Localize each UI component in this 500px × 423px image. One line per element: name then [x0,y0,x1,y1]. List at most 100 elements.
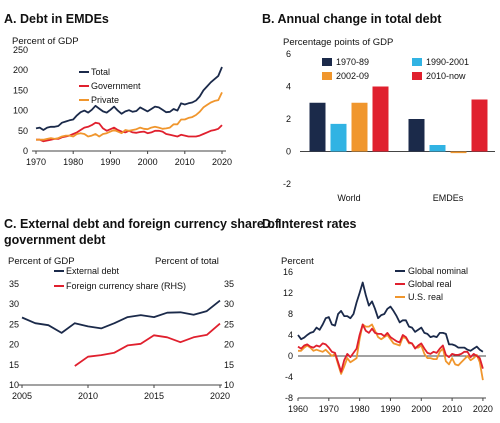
d-series-line-2 [298,323,484,381]
c-ytick-label-left: 35 [9,279,19,289]
a-xtick-label: 2020 [212,157,232,167]
a-xtick-label: 1970 [26,157,46,167]
a-series-line-0 [35,66,223,131]
d-legend-label-2: U.S. real [408,292,443,302]
d-xtick-label: 1970 [319,404,339,414]
c-legend-label-1: Foreign currency share (RHS) [66,281,186,291]
b-legend-swatch-0 [322,58,332,66]
panel-c-unit-right: Percent of total [155,256,219,267]
b-bar-0-3 [372,86,389,152]
c-series-line-0 [21,299,221,334]
c-xtick-label: 2020 [210,391,230,401]
d-xtick-label: 2000 [411,404,431,414]
panel-a-debt-in-emdes: A. Debt in EMDEs Percent of GDP 0 50 100 15… [4,12,232,167]
c-ytick-label-right: 35 [224,279,234,289]
c-ytick-label-left: 15 [9,360,19,370]
d-xtick-label: 2010 [442,404,462,414]
b-legend-label-3: 2010-now [426,71,466,81]
d-legend-label-0: Global nominal [408,266,468,276]
d-series-line-1 [297,323,484,373]
d-xtick-label: 1960 [288,404,308,414]
b-ytick-label: 6 [286,49,291,59]
a-xtick-label: 2010 [175,157,195,167]
d-ytick-label: -8 [285,393,293,403]
panel-b-annual-change: B. Annual change in total debt Percentag… [262,12,495,203]
c-series-line-1 [74,322,221,367]
a-xtick-label: 1990 [100,157,120,167]
c-ytick-label-left: 10 [9,380,19,390]
a-legend-label-0: Total [91,67,110,77]
a-legend-label-2: Private [91,95,119,105]
b-bar-0-1 [330,123,347,152]
d-ytick-label: 16 [283,267,293,277]
b-bar-0-0 [309,102,326,152]
a-series-line-1 [36,121,223,143]
d-xtick-label: 2020 [473,404,493,414]
panel-a-title: A. Debt in EMDEs [4,12,109,26]
panel-c-title-line1: C. External debt and foreign currency sh… [4,217,280,231]
a-ytick-label: 0 [23,146,28,156]
c-ytick-label-right: 25 [224,319,234,329]
d-legend-label-1: Global real [408,279,452,289]
d-ytick-label: -4 [285,372,293,382]
d-series-line-0 [297,281,484,353]
c-xtick-label: 2015 [144,391,164,401]
b-ytick-label: 4 [286,82,291,92]
b-bar-1-0 [408,119,425,152]
a-ytick-label: 150 [13,85,28,95]
d-xtick-label: 1990 [380,404,400,414]
c-ytick-label-right: 10 [224,380,234,390]
panel-b-title: B. Annual change in total debt [262,12,442,26]
a-series-line-2 [36,92,223,141]
b-legend-swatch-3 [412,72,422,80]
panel-d-interest-rates: D. Interest rates Percent -8 -4 0 4 8 12 16 196… [262,217,493,414]
b-legend-label-1: 1990-2001 [426,57,469,67]
b-category-label: EMDEs [433,193,464,203]
b-legend-swatch-2 [322,72,332,80]
panel-c-unit-left: Percent of GDP [8,256,75,267]
d-ytick-label: 12 [283,288,293,298]
c-legend-label-0: External debt [66,266,120,276]
d-xtick-label: 1980 [350,404,370,414]
b-ytick-label: 0 [286,147,291,157]
c-ytick-label-right: 20 [224,340,234,350]
c-ytick-label-right: 30 [224,299,234,309]
b-category-label: World [337,193,360,203]
d-ytick-label: 4 [288,330,293,340]
c-ytick-label-left: 30 [9,299,19,309]
panel-d-plot: -8 -4 0 4 8 12 16 1960 1970 1980 1990 2000 2010 2020 G… [283,266,493,414]
a-legend-label-1: Government [91,81,141,91]
b-ytick-label: 2 [286,114,291,124]
a-ytick-label: 50 [18,126,28,136]
d-ytick-label: 0 [288,351,293,361]
b-ytick-label: -2 [283,179,291,189]
a-ytick-label: 100 [13,106,28,116]
b-legend-label-2: 2002-09 [336,71,369,81]
panel-c-title-line2: government debt [4,233,106,247]
a-ytick-label: 200 [13,65,28,75]
b-bar-1-1 [429,145,446,152]
b-legend-swatch-1 [412,58,422,66]
b-bar-1-3 [471,99,488,152]
panel-d-unit-label: Percent [281,256,314,267]
panel-b-unit-label: Percentage points of GDP [283,37,393,48]
c-ytick-label-left: 20 [9,340,19,350]
b-bar-1-2 [450,151,467,154]
panel-a-plot: 0 50 100 150 200 250 1970 1980 1990 2000 2010 2020 T… [13,45,232,167]
b-legend-label-0: 1970-89 [336,57,369,67]
d-ytick-label: 8 [288,309,293,319]
c-xtick-label: 2010 [78,391,98,401]
a-ytick-label: 250 [13,45,28,55]
b-bar-0-2 [351,102,368,152]
c-ytick-label-right: 15 [224,360,234,370]
a-xtick-label: 1980 [63,157,83,167]
c-xtick-label: 2005 [12,391,32,401]
panel-d-title: D. Interest rates [262,217,357,231]
c-ytick-label-left: 25 [9,319,19,329]
a-xtick-label: 2000 [138,157,158,167]
panel-a-unit-label: Percent of GDP [12,36,79,47]
panel-b-plot: -2 0 2 4 6 World EMDEs 1970-89 1990-2001 2002-09 2… [283,49,495,203]
panel-c-external-debt: C. External debt and foreign currency sh… [4,217,280,401]
